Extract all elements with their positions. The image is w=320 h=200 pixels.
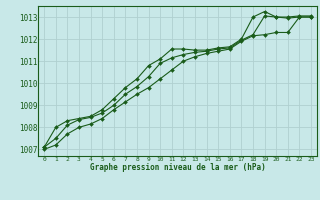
X-axis label: Graphe pression niveau de la mer (hPa): Graphe pression niveau de la mer (hPa) bbox=[90, 163, 266, 172]
